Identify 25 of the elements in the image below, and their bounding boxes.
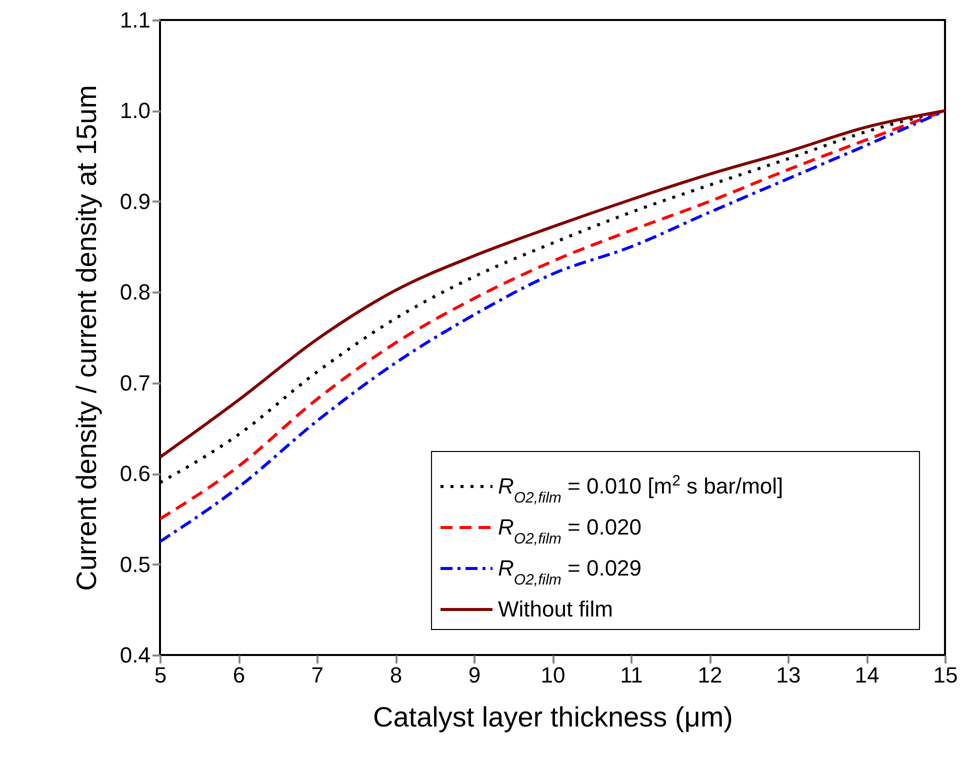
x-tick-label: 14 [854, 662, 880, 688]
y-tick-label: 1.1 [120, 8, 150, 32]
y-tick-label: 0.8 [120, 280, 150, 305]
legend-label: R$_{O2,film}$ = 0.010 [m$^{2}$ s bar/mol] [498, 472, 784, 506]
x-tick-label: 10 [540, 662, 566, 688]
y-tick-label: 0.7 [120, 370, 150, 396]
legend-label: Without film [498, 596, 613, 622]
x-tick-label: 9 [468, 662, 481, 688]
legend-label: R$_{O2,film}$ = 0.020 [498, 514, 642, 547]
y-tick-label: 0.6 [120, 461, 150, 486]
x-tick-label: 7 [311, 662, 324, 688]
x-tick-label: 11 [620, 662, 643, 688]
y-tick-label: 0.4 [120, 642, 150, 668]
x-tick-label: 6 [232, 662, 246, 688]
legend-label: R$_{O2,film}$ = 0.029 [498, 556, 642, 588]
x-tick-label: 15 [933, 662, 958, 688]
x-tick-label: 5 [154, 662, 167, 688]
y-tick-label: 1.0 [120, 98, 150, 124]
x-tick-label: 8 [390, 662, 402, 688]
x-tick-label: 13 [776, 662, 801, 688]
y-axis-title: Current density / current density at 15um [70, 85, 102, 591]
x-tick-label: 12 [698, 662, 722, 688]
y-tick-label: 0.9 [120, 188, 150, 214]
x-axis-title: Catalyst layer thickness (μm) [373, 702, 733, 732]
y-tick-label: 0.5 [120, 552, 150, 577]
